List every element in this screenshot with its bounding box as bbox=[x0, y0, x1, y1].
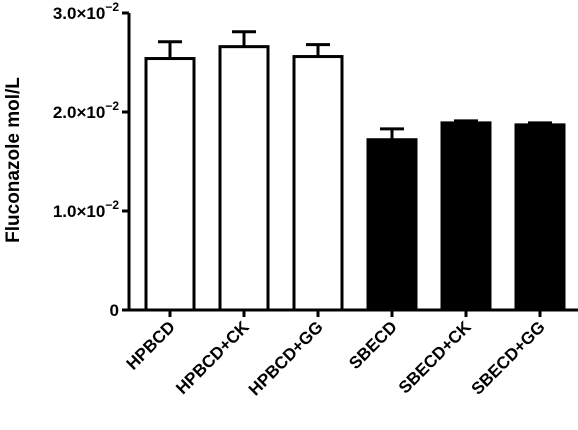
x-tick-label: HPBCD+CK bbox=[172, 317, 253, 398]
y-axis: 01.0×10−22.0×10−23.0×10−2 bbox=[53, 0, 131, 320]
x-tick-label: HPBCD+GG bbox=[245, 317, 327, 399]
x-tick-label: SBECD bbox=[345, 317, 401, 373]
bar bbox=[366, 138, 418, 312]
bar bbox=[292, 55, 344, 312]
bar bbox=[514, 123, 566, 312]
y-tick-mantissa: 2.0×10 bbox=[53, 103, 105, 122]
y-tick-mantissa: 3.0×10 bbox=[53, 4, 105, 23]
y-tick-mantissa: 0 bbox=[110, 301, 119, 320]
y-tick-label: 3.0×10−2 bbox=[53, 0, 119, 23]
bar bbox=[144, 57, 196, 312]
bar bbox=[440, 121, 492, 312]
y-tick-label: 2.0×10−2 bbox=[53, 99, 119, 122]
x-tick-label: HPBCD bbox=[123, 317, 179, 373]
y-tick-exponent: −2 bbox=[105, 99, 119, 113]
y-axis-label: Fluconazole mol/L bbox=[3, 77, 24, 243]
x-tick-label: SBECD+GG bbox=[468, 317, 549, 398]
y-tick-mantissa: 1.0×10 bbox=[53, 202, 105, 221]
x-tick-label: SBECD+CK bbox=[395, 317, 475, 397]
y-tick-exponent: −2 bbox=[105, 0, 119, 14]
error-bars bbox=[158, 30, 552, 140]
bars bbox=[144, 45, 566, 312]
y-tick-label: 1.0×10−2 bbox=[53, 198, 119, 221]
y-tick-exponent: −2 bbox=[105, 198, 119, 212]
y-tick-label: 0 bbox=[110, 301, 119, 320]
bar bbox=[218, 45, 270, 312]
